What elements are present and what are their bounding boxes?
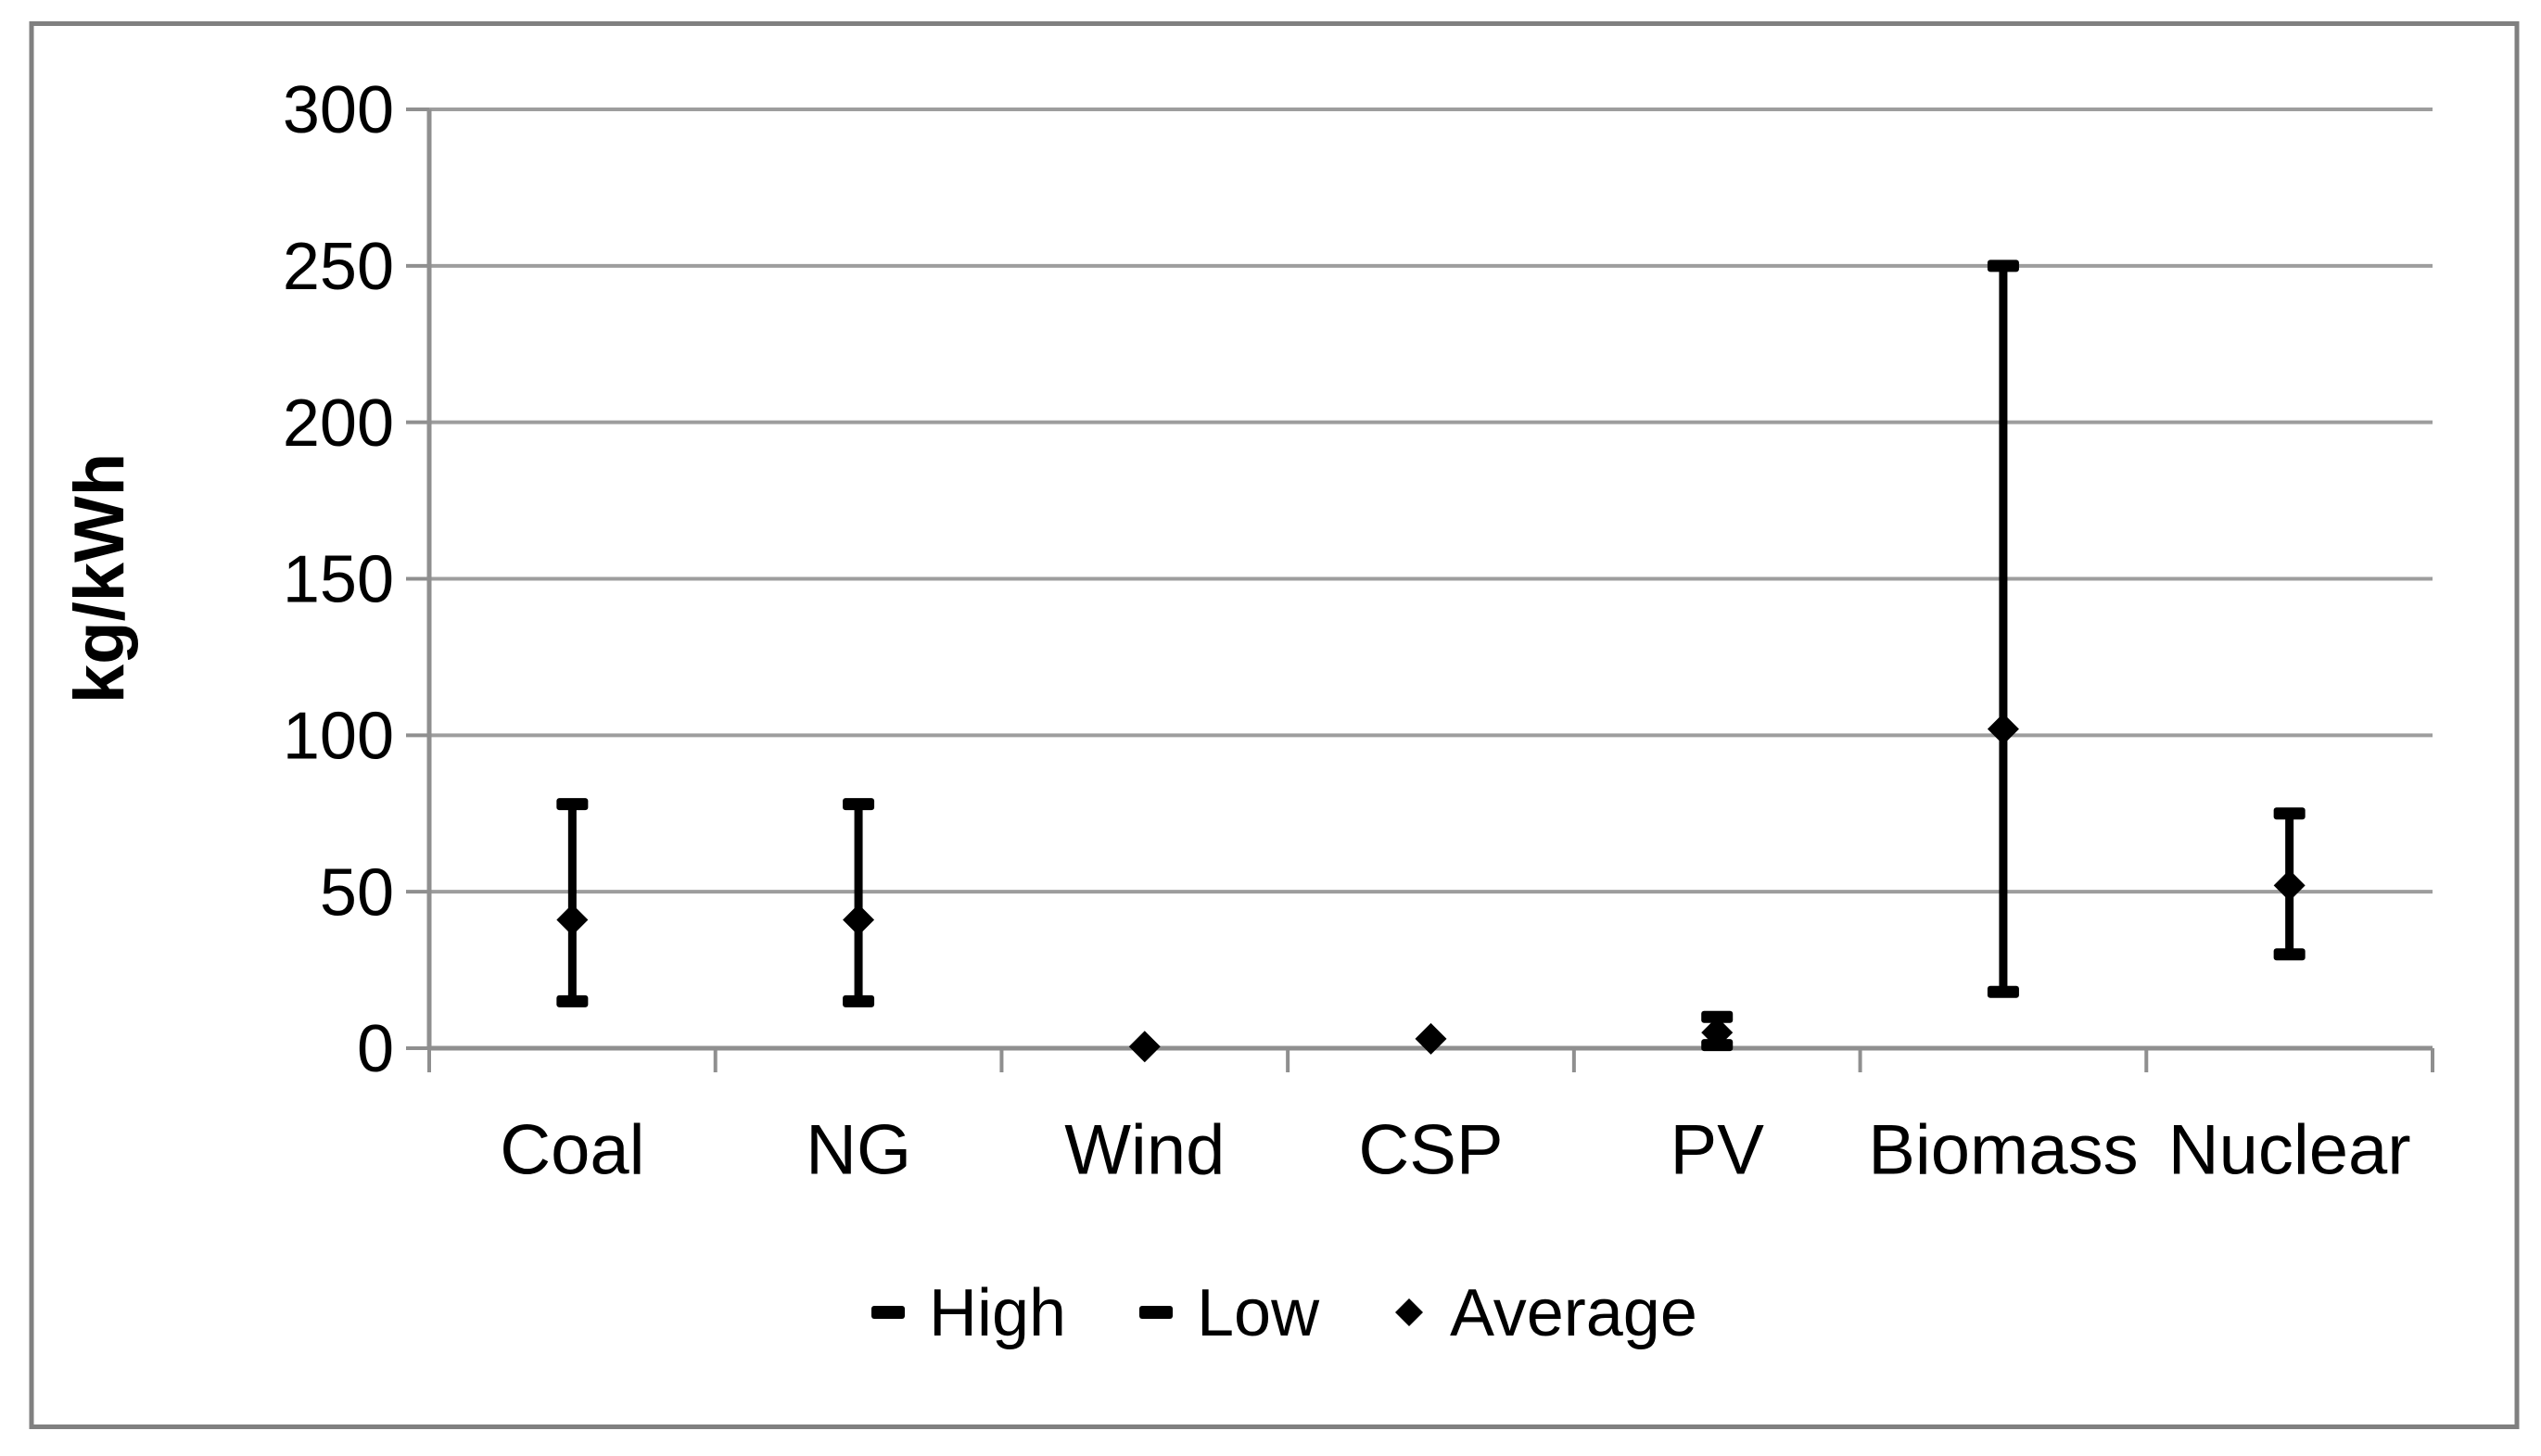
x-category-label-ng: NG <box>806 1111 911 1190</box>
legend: High Low Average <box>871 1276 1697 1350</box>
error-bar-cap-low-ng <box>843 994 875 1007</box>
legend-item-high: High <box>871 1276 1066 1350</box>
y-tick-label-300: 300 <box>283 73 394 147</box>
average-diamond-coal <box>556 904 589 936</box>
error-bar-cap-high-nuclear <box>2273 807 2306 820</box>
y-tick-label-250: 250 <box>283 230 394 304</box>
average-diamond-ng <box>843 904 875 936</box>
error-bar-cap-high-coal <box>556 798 589 811</box>
legend-label-low: Low <box>1197 1276 1320 1350</box>
legend-label-high: High <box>929 1276 1066 1350</box>
x-category-label-wind: Wind <box>1064 1111 1225 1190</box>
y-tick-label-100: 100 <box>283 700 394 774</box>
y-tick-label-50: 50 <box>320 855 394 930</box>
x-category-label-csp: CSP <box>1358 1111 1503 1190</box>
average-diamond-biomass <box>1987 713 2019 745</box>
y-tick-label-0: 0 <box>357 1012 394 1086</box>
y-tick-label-200: 200 <box>283 386 394 461</box>
average-diamond-nuclear <box>2273 869 2306 902</box>
error-bar-cap-high-ng <box>843 798 875 811</box>
x-category-label-biomass: Biomass <box>1868 1111 2138 1190</box>
figure-border <box>29 21 2520 1429</box>
gridlines <box>429 108 2433 1051</box>
error-bar-cap-low-nuclear <box>2273 948 2306 961</box>
axis-labels: 0 50 100 150 200 250 300 Coal NG Wind CSP PV Biomass… <box>60 73 2411 1189</box>
error-bar-biomass <box>1987 260 2019 998</box>
average-diamond-pv <box>1701 1017 1734 1049</box>
error-bar-cap-low-biomass <box>1987 985 2019 998</box>
legend-item-low: Low <box>1139 1276 1320 1350</box>
axes <box>406 108 2434 1072</box>
error-bar-cap-high-biomass <box>1987 260 2019 272</box>
x-category-label-nuclear: Nuclear <box>2168 1111 2411 1190</box>
error-bar-cap-low-coal <box>556 994 589 1007</box>
x-category-label-pv: PV <box>1671 1111 1765 1190</box>
legend-marker-low <box>1139 1306 1173 1319</box>
legend-marker-high <box>871 1306 905 1319</box>
error-bar-coal <box>556 798 589 1007</box>
legend-item-average: Average <box>1395 1276 1697 1350</box>
legend-label-average: Average <box>1450 1276 1697 1350</box>
average-diamond-csp <box>1415 1022 1447 1055</box>
y-tick-label-150: 150 <box>283 543 394 617</box>
x-category-label-coal: Coal <box>500 1111 644 1190</box>
legend-marker-average <box>1395 1298 1423 1326</box>
data-series <box>556 260 2306 1063</box>
error-bar-ng <box>843 798 875 1007</box>
y-axis-title: kg/kWh <box>60 453 139 703</box>
average-diamond-wind <box>1128 1031 1161 1063</box>
